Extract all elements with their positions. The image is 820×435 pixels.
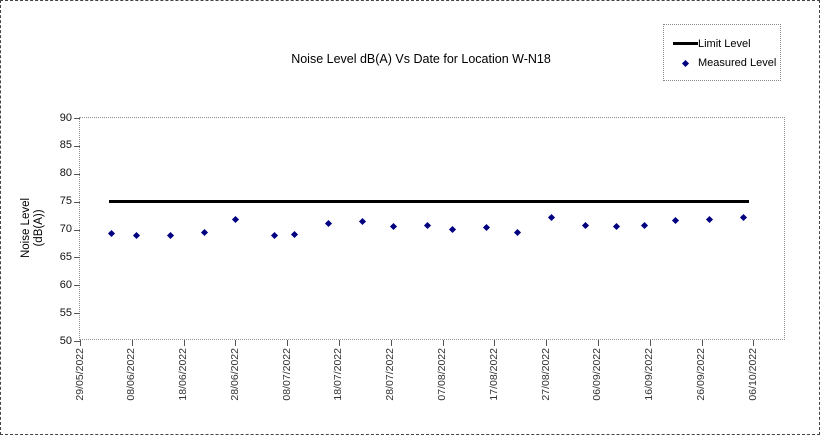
measured-level-point [291, 230, 299, 239]
limit-level-line [109, 200, 750, 204]
measured-level-point [358, 218, 366, 226]
x-tick-label: 18/06/2022 [177, 348, 190, 401]
y-tick-label: 65 [59, 250, 72, 263]
measured-level-point [167, 231, 175, 239]
y-axis-title-line1: Noise Level [20, 197, 32, 259]
measured-level-point [389, 223, 397, 231]
x-tick-label: 18/07/2022 [332, 348, 345, 401]
diamond-icon [681, 59, 690, 67]
plot-area: 90 85 80 75 70 65 60 55 50 29/05/2022 08/06/2022 18… [60, 112, 785, 401]
measured-level-point [423, 222, 431, 230]
x-tick-label: 27/08/2022 [539, 348, 552, 401]
measured-level-point [449, 225, 457, 234]
x-tick [287, 340, 289, 346]
x-tick-label: 26/09/2022 [695, 348, 708, 401]
measured-level-point [107, 229, 115, 237]
measured-level-point [705, 215, 713, 223]
measured-level-point [514, 228, 522, 236]
x-tick-label: 08/07/2022 [280, 348, 293, 401]
measured-level-point [483, 224, 491, 232]
x-tick-label: 29/05/2022 [73, 348, 86, 401]
measured-level-marker-swatch [673, 59, 698, 67]
y-tick [74, 229, 80, 231]
x-tick [753, 340, 755, 346]
y-tick-label: 90 [59, 111, 72, 124]
x-tick-label: 06/10/2022 [746, 348, 759, 401]
measured-level-point [270, 232, 278, 240]
x-tick [338, 340, 340, 346]
x-tick [390, 340, 392, 346]
measured-level-point [325, 220, 333, 228]
x-tick [235, 340, 237, 346]
measured-level-point [200, 229, 208, 237]
measured-level-point [547, 214, 555, 222]
measured-level-point [133, 232, 141, 240]
measured-level-point [739, 213, 747, 221]
y-tick [74, 201, 80, 203]
x-tick-label: 07/08/2022 [436, 348, 449, 401]
legend-item-measured-level: Measured Level [673, 56, 777, 70]
measured-level-point [581, 221, 589, 229]
y-tick-label: 50 [59, 334, 72, 347]
measured-level-point [612, 223, 620, 231]
legend-label-limit-level: Limit Level [698, 37, 751, 50]
x-tick-label: 17/08/2022 [487, 348, 500, 401]
x-tick [131, 340, 133, 346]
x-tick-label: 28/06/2022 [228, 348, 241, 401]
y-tick [74, 145, 80, 147]
y-tick [74, 341, 80, 342]
chart-title: Noise Level dB(A) Vs Date for Location W… [291, 52, 551, 66]
legend-item-limit-level: Limit Level [673, 37, 774, 51]
x-tick [701, 340, 703, 346]
x-tick [649, 340, 651, 346]
y-tick [74, 285, 80, 287]
legend: Limit Level Measured Level [663, 24, 781, 81]
y-tick-label: 80 [59, 167, 72, 180]
limit-level-line-swatch [673, 42, 698, 46]
x-tick [183, 340, 185, 346]
x-tick [546, 340, 548, 346]
y-tick-label: 75 [59, 195, 72, 208]
x-tick-label: 16/09/2022 [643, 348, 656, 401]
x-tick-label: 28/07/2022 [384, 348, 397, 401]
x-tick-label: 08/06/2022 [125, 348, 138, 401]
y-tick [74, 313, 80, 315]
x-tick [442, 340, 444, 346]
x-tick-label: 06/09/2022 [591, 348, 604, 401]
measured-level-point [641, 222, 649, 230]
y-tick-label: 55 [59, 306, 72, 319]
legend-label-measured-level: Measured Level [698, 57, 777, 70]
x-tick [597, 340, 599, 346]
x-tick [80, 340, 81, 346]
y-tick [74, 173, 80, 175]
measured-level-point [672, 217, 680, 225]
y-tick-label: 60 [59, 278, 72, 291]
y-tick [74, 118, 80, 119]
y-tick [74, 257, 80, 259]
y-tick-label: 70 [59, 223, 72, 235]
measured-level-point [231, 215, 239, 223]
y-tick-label: 85 [59, 139, 72, 152]
x-tick [494, 340, 496, 346]
